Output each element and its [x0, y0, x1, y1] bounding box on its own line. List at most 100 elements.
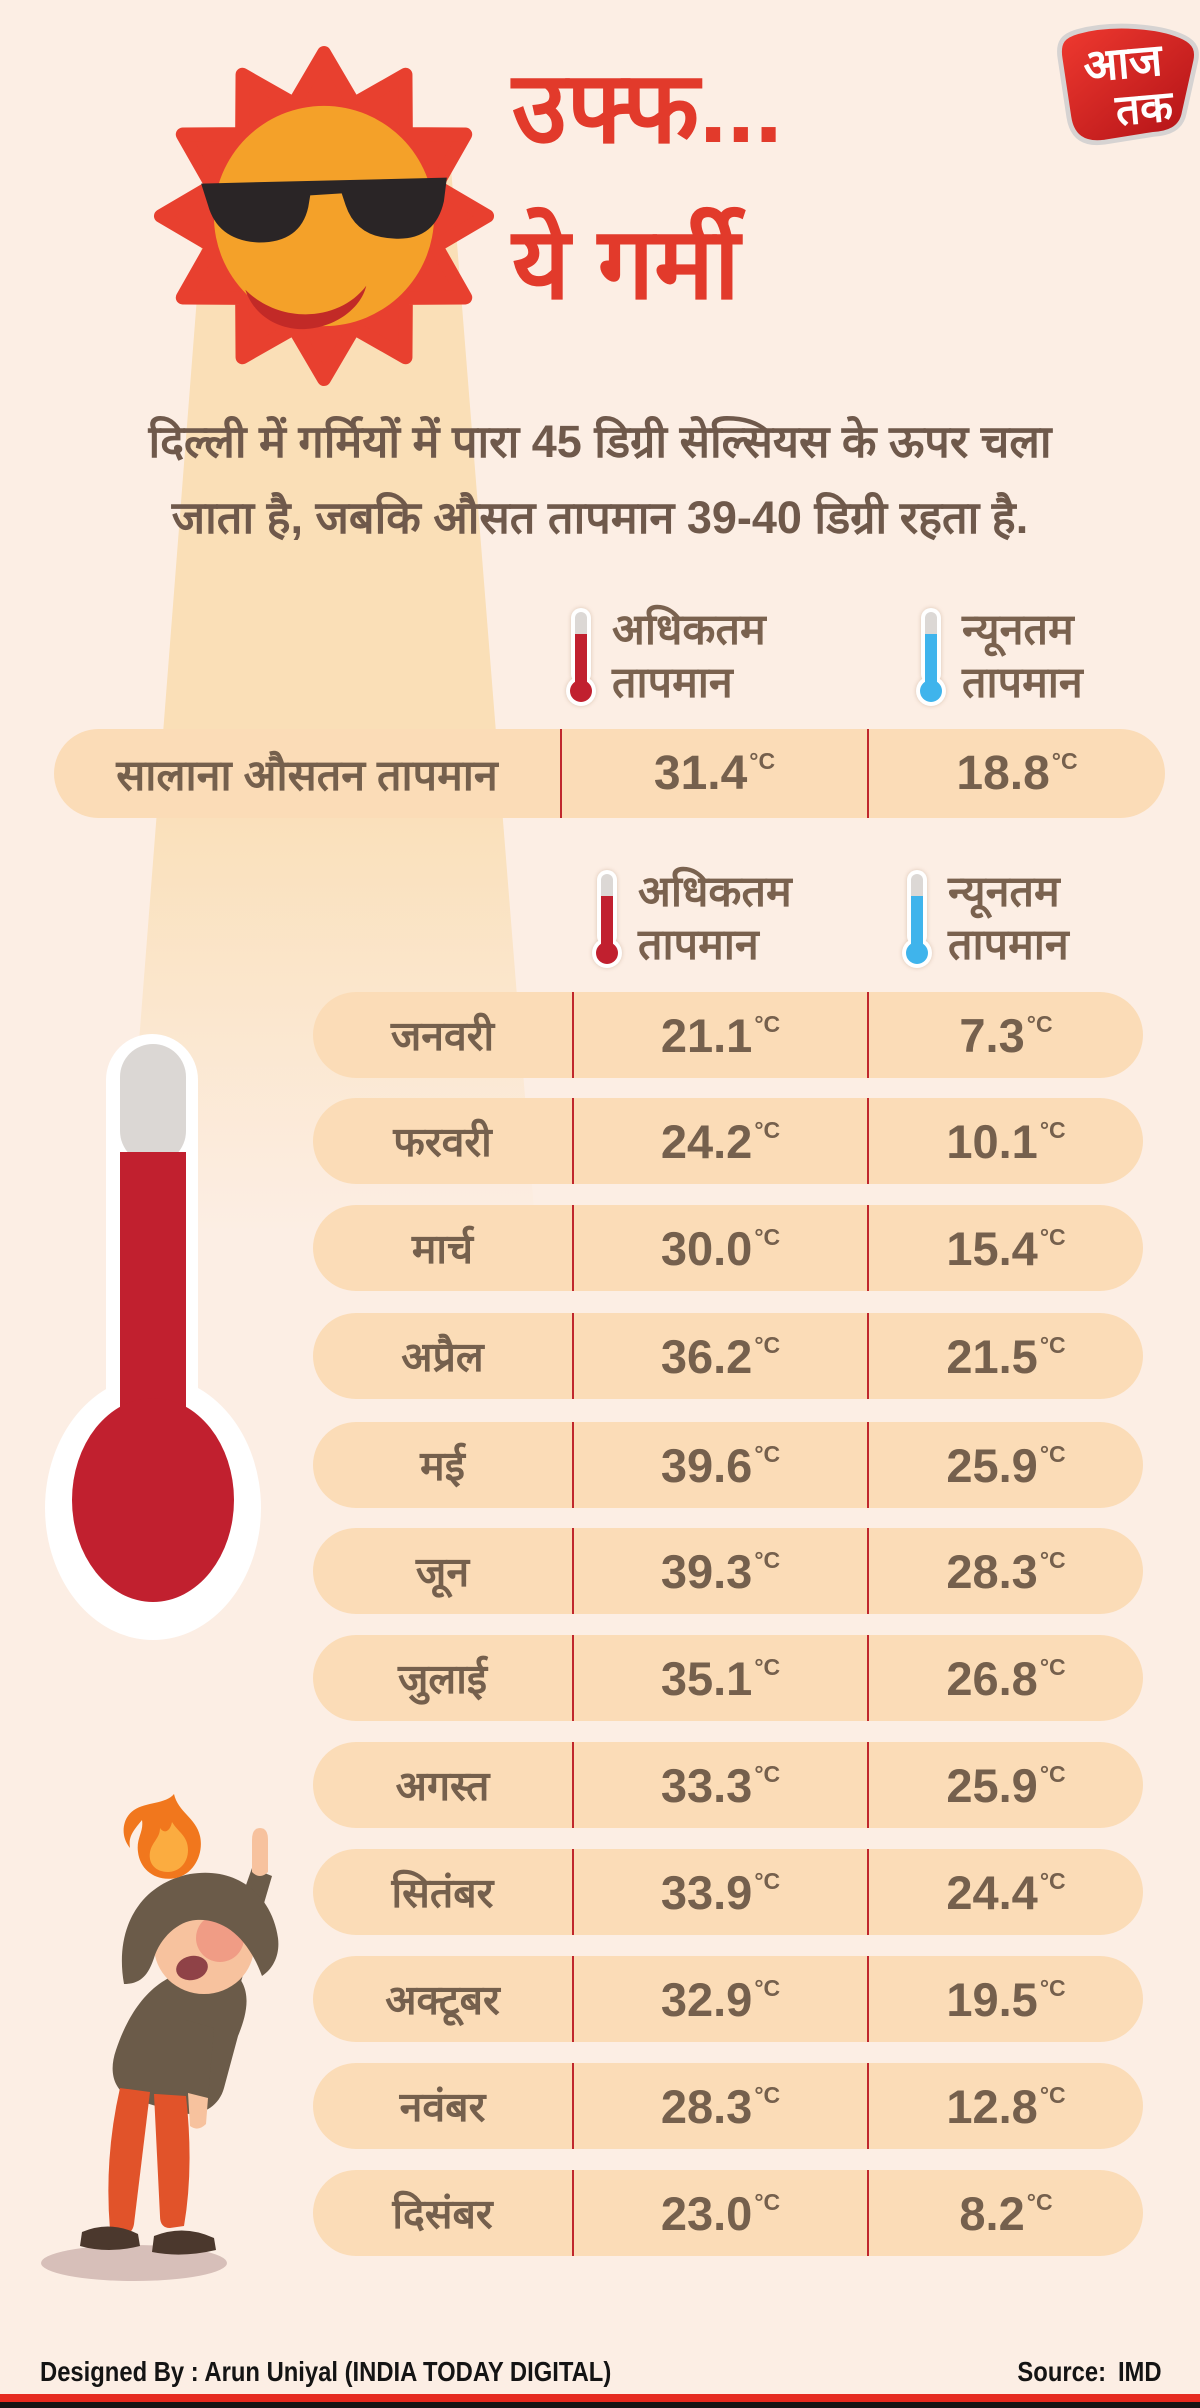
footer-red-bar — [0, 2394, 1200, 2402]
source-label: Source: — [1017, 2356, 1107, 2387]
max-value: 24.2 — [660, 1114, 753, 1168]
max-value: 39.6 — [660, 1438, 753, 1492]
month-label: जनवरी — [390, 1013, 495, 1059]
intro-line2: जाता है, जबकि औसत तापमान 39-40 डिग्री रह… — [171, 492, 1029, 543]
sun-smile — [245, 285, 367, 330]
table-row-january: जनवरी 21.1°C 7.3°C — [313, 992, 1143, 1078]
annual-max-unit: °C — [749, 748, 776, 774]
month-label: अप्रैल — [401, 1334, 484, 1380]
table-row-september: सितंबर 33.9°C 24.4°C — [313, 1849, 1143, 1935]
table-row-august: अगस्त 33.3°C 25.9°C — [313, 1742, 1143, 1828]
month-label: जुलाई — [398, 1656, 487, 1702]
thermometer-illustration — [45, 1034, 261, 1640]
min-value: 26.8 — [946, 1651, 1038, 1705]
aajtak-logo: आज तक — [1057, 23, 1199, 146]
table-row-may: मई 39.6°C 25.9°C — [313, 1422, 1143, 1508]
month-label: दिसंबर — [392, 2191, 493, 2237]
max-value: 21.1 — [660, 1008, 753, 1062]
max-thermometer-icon — [592, 870, 622, 968]
intro-line1: दिल्ली में गर्मियों में पारा 45 डिग्री स… — [148, 416, 1052, 467]
max-value: 28.3 — [660, 2079, 753, 2133]
month-label: सितंबर — [391, 1870, 494, 1916]
min-value: 21.5 — [946, 1329, 1038, 1383]
min-thermometer-icon — [916, 608, 946, 706]
min-label-line2: तापमान — [948, 921, 1069, 969]
intro-text: दिल्ली में गर्मियों में पारा 45 डिग्री स… — [0, 404, 1200, 556]
month-label: फरवरी — [393, 1119, 492, 1165]
sunglasses-icon — [201, 177, 447, 243]
annual-max-value: 31.4 — [653, 747, 748, 800]
min-label-line2: तापमान — [962, 659, 1083, 707]
header-min-temperature: न्यूनतम तापमान — [916, 604, 1083, 710]
hanging-hand — [188, 2093, 208, 2129]
max-label-line2: तापमान — [638, 921, 759, 969]
right-leg — [154, 2094, 190, 2228]
hair — [121, 1872, 279, 1984]
max-thermometer-icon — [566, 608, 596, 706]
table-row-april: अप्रैल 36.2°C 21.5°C — [313, 1313, 1143, 1399]
month-label: अगस्त — [395, 1763, 490, 1809]
header2-min-temperature: न्यूनतम तापमान — [902, 866, 1069, 972]
max-label-line2: तापमान — [612, 659, 733, 707]
month-label: मार्च — [411, 1226, 474, 1272]
left-leg — [108, 2088, 150, 2235]
month-label: अक्टूबर — [385, 1977, 500, 2023]
max-value: 33.9 — [660, 1865, 753, 1919]
annual-min-unit: °C — [1051, 748, 1078, 774]
min-value: 25.9 — [946, 1758, 1038, 1812]
max-value: 30.0 — [660, 1221, 753, 1275]
aajtak-logo-text-bottom: तक — [1113, 82, 1177, 135]
raised-hand — [252, 1828, 268, 1876]
annual-min-value: 18.8 — [956, 747, 1050, 800]
footer-black-bar — [0, 2402, 1200, 2408]
table-row-october: अक्टूबर 32.9°C 19.5°C — [313, 1956, 1143, 2042]
min-value: 12.8 — [946, 2079, 1038, 2133]
header2-max-temperature: अधिकतम तापमान — [592, 866, 792, 972]
min-value: 15.4 — [946, 1221, 1038, 1275]
sun-face — [213, 105, 435, 327]
table-row-july: जुलाई 35.1°C 26.8°C — [313, 1635, 1143, 1721]
sun-with-sunglasses-illustration — [153, 45, 495, 387]
max-value: 35.1 — [660, 1651, 753, 1705]
page-title: उफ्फ... ये गर्मी — [512, 30, 783, 342]
table-row-june: जून 39.3°C 28.3°C — [313, 1528, 1143, 1614]
designed-by-credit: Designed By : Arun Uniyal (INDIA TODAY D… — [40, 2356, 612, 2387]
right-shoe — [152, 2230, 216, 2255]
aajtak-logo-text-top: आज — [1082, 36, 1167, 92]
overheated-person-illustration — [41, 1794, 279, 2281]
min-value: 19.5 — [946, 1972, 1038, 2026]
min-value: 7.3 — [959, 1008, 1025, 1062]
source-value: IMD — [1118, 2356, 1162, 2387]
min-value: 8.2 — [959, 2186, 1025, 2240]
annual-min-cell: 18.8°C — [867, 729, 1165, 818]
annual-max-cell: 31.4°C — [560, 729, 867, 818]
source-credit: Source: IMD — [1018, 2356, 1162, 2388]
aajtak-logo-shape — [1057, 23, 1199, 146]
annual-average-row: सालाना औसतन तापमान 31.4°C 18.8°C — [54, 729, 1165, 818]
min-value: 25.9 — [946, 1438, 1038, 1492]
page-title-line1: उफ्फ... — [512, 52, 783, 164]
min-thermometer-icon — [902, 870, 932, 968]
annual-average-label: सालाना औसतन तापमान — [116, 752, 498, 800]
max-value: 36.2 — [660, 1329, 753, 1383]
max-value: 33.3 — [660, 1758, 753, 1812]
mouth — [176, 1955, 208, 1981]
table-row-march: मार्च 30.0°C 15.4°C — [313, 1205, 1143, 1291]
min-label-line1: न्यूनतम — [962, 606, 1074, 654]
table-row-february: फरवरी 24.2°C 10.1°C — [313, 1098, 1143, 1184]
torso — [112, 1963, 247, 2114]
min-value: 10.1 — [946, 1114, 1038, 1168]
flame-inner — [149, 1822, 188, 1872]
month-label: मई — [420, 1443, 465, 1489]
min-label-line1: न्यूनतम — [948, 868, 1060, 916]
min-value: 24.4 — [946, 1865, 1038, 1919]
hanging-arm — [186, 2020, 214, 2098]
month-label: जून — [415, 1549, 470, 1595]
min-value: 28.3 — [946, 1544, 1038, 1598]
max-value: 32.9 — [660, 1972, 753, 2026]
table-row-december: दिसंबर 23.0°C 8.2°C — [313, 2170, 1143, 2256]
max-value: 39.3 — [660, 1544, 753, 1598]
max-value: 23.0 — [660, 2186, 753, 2240]
header-max-temperature: अधिकतम तापमान — [566, 604, 766, 710]
